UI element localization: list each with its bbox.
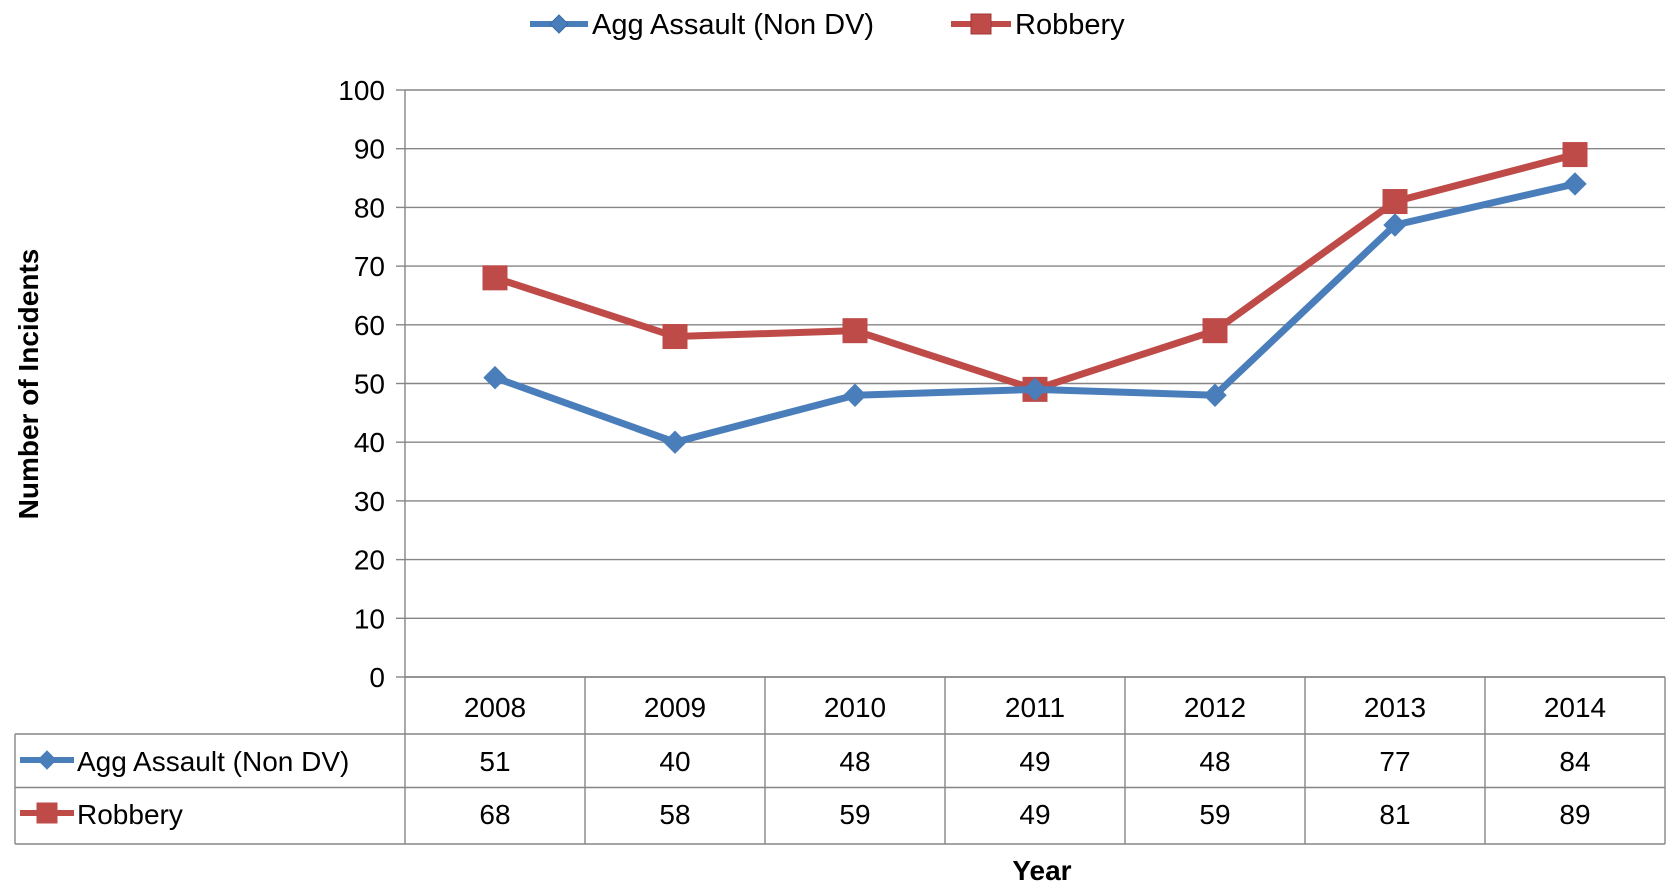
legend: Agg Assault (Non DV) Robbery <box>530 9 1125 41</box>
y-tick-label-30: 30 <box>354 486 385 517</box>
y-tick-label-20: 20 <box>354 545 385 576</box>
series-agg-assault-non-dv <box>483 172 1587 454</box>
y-tick-label-60: 60 <box>354 310 385 341</box>
point-robbery-2010 <box>842 318 868 344</box>
legend-marker-agg-assault <box>549 14 569 34</box>
point-agg-assault-non-dv-2009 <box>663 430 687 454</box>
table-cell-robbery-2009: 58 <box>659 799 690 830</box>
x-tick-label-2009: 2009 <box>644 692 706 723</box>
table-cell-robbery-2014: 89 <box>1559 799 1590 830</box>
y-tick-label-50: 50 <box>354 369 385 400</box>
point-agg-assault-non-dv-2008 <box>483 365 507 390</box>
point-robbery-2009 <box>662 324 688 350</box>
table-cell-robbery-2010: 59 <box>839 799 870 830</box>
legend-label-agg-assault: Agg Assault (Non DV) <box>592 9 874 41</box>
x-tick-label-2013: 2013 <box>1364 692 1426 723</box>
series-line-robbery <box>491 151 1579 393</box>
legend-item-agg-assault: Agg Assault (Non DV) <box>530 9 874 41</box>
point-agg-assault-non-dv-2012 <box>1203 383 1227 407</box>
legend-item-robbery: Robbery <box>951 9 1125 41</box>
series-line-agg-assault-non-dv <box>491 180 1579 446</box>
y-tick-label-10: 10 <box>354 603 385 634</box>
y-tick-label-40: 40 <box>354 427 385 458</box>
point-robbery-2012 <box>1202 318 1228 344</box>
point-agg-assault-non-dv-2011 <box>1023 377 1047 402</box>
table-row-label-agg-assault-non-dv: Agg Assault (Non DV) <box>77 746 349 777</box>
point-robbery-2014 <box>1562 142 1588 168</box>
table-cell-robbery-2011: 49 <box>1019 799 1050 830</box>
y-tick-label-0: 0 <box>369 662 385 693</box>
x-tick-label-2010: 2010 <box>824 692 886 723</box>
y-tick-labels: 0 10 20 30 40 50 60 70 80 90 100 <box>338 75 385 693</box>
table-cell-agg-assault-non-dv-2013: 77 <box>1379 746 1410 777</box>
table-cell-agg-assault-non-dv-2009: 40 <box>659 746 690 777</box>
table-cell-agg-assault-non-dv-2008: 51 <box>479 746 510 777</box>
table-legend-marker-agg-assault-non-dv <box>37 750 57 770</box>
x-tick-label-2014: 2014 <box>1544 692 1606 723</box>
y-tick-label-100: 100 <box>338 75 385 106</box>
series-lines <box>482 142 1588 454</box>
point-robbery-2013 <box>1382 189 1408 215</box>
legend-label-robbery: Robbery <box>1015 9 1125 41</box>
point-agg-assault-non-dv-2013 <box>1383 213 1407 237</box>
table-cell-robbery-2013: 81 <box>1379 799 1410 830</box>
table-cell-robbery-2008: 68 <box>479 799 510 830</box>
x-tick-label-2012: 2012 <box>1184 692 1246 723</box>
table-cell-robbery-2012: 59 <box>1199 799 1230 830</box>
table-cell-agg-assault-non-dv-2012: 48 <box>1199 746 1230 777</box>
x-axis-title: Year <box>1012 855 1071 886</box>
table-row-label-robbery: Robbery <box>77 799 183 830</box>
table-cell-agg-assault-non-dv-2011: 49 <box>1019 746 1050 777</box>
series-robbery <box>482 142 1588 402</box>
y-tick-label-90: 90 <box>354 134 385 165</box>
y-tick-label-70: 70 <box>354 251 385 282</box>
point-robbery-2008 <box>482 265 508 291</box>
point-agg-assault-non-dv-2010 <box>843 383 867 407</box>
legend-marker-robbery <box>970 13 992 35</box>
y-tick-label-80: 80 <box>354 192 385 223</box>
point-agg-assault-non-dv-2014 <box>1563 172 1587 196</box>
data-table: 2008 2009 2010 2011 2012 2013 2014 Agg Assault … <box>14 676 1666 845</box>
x-tick-label-2011: 2011 <box>1005 692 1065 723</box>
y-axis-title: Number of Incidents <box>13 249 44 520</box>
table-legend-marker-robbery <box>36 802 58 824</box>
table-cell-agg-assault-non-dv-2010: 48 <box>839 746 870 777</box>
x-tick-label-2008: 2008 <box>464 692 526 723</box>
table-cell-agg-assault-non-dv-2014: 84 <box>1559 746 1590 777</box>
